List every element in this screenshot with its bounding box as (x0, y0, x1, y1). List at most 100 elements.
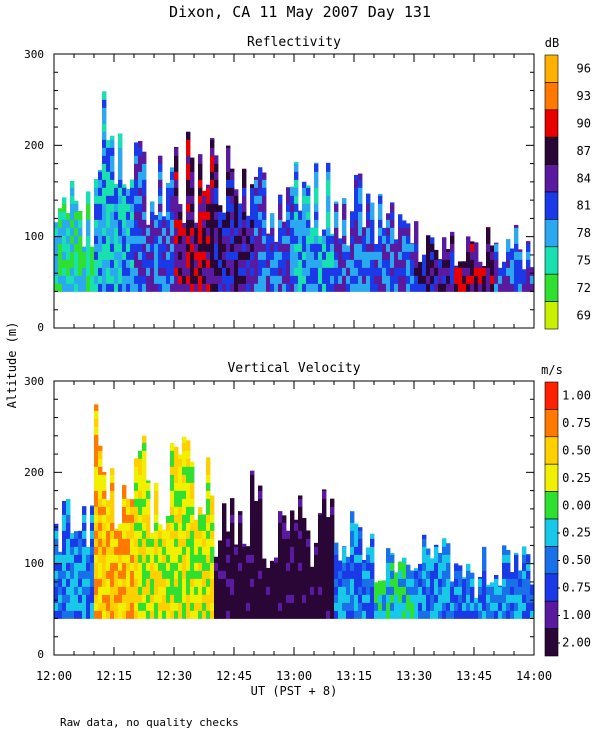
heatmap-cell (134, 235, 139, 244)
heatmap-cell (142, 267, 147, 276)
heatmap-cell (322, 489, 327, 491)
heatmap-cell (110, 187, 115, 196)
heatmap-cell (194, 283, 199, 292)
heatmap-cell (166, 522, 171, 531)
heatmap-cell (242, 243, 247, 252)
heatmap-cell (398, 586, 403, 595)
heatmap-cell (330, 506, 335, 515)
heatmap-cell (326, 546, 331, 555)
heatmap-cell (278, 219, 283, 228)
heatmap-cell (146, 259, 151, 268)
heatmap-cell (226, 235, 231, 244)
heatmap-cell (182, 506, 187, 515)
heatmap-cell (214, 610, 219, 619)
heatmap-cell (70, 562, 75, 571)
heatmap-cell (302, 251, 307, 260)
heatmap-cell (366, 251, 371, 260)
heatmap-cell (278, 522, 283, 531)
heatmap-cell (102, 514, 107, 523)
heatmap-cell (274, 578, 279, 587)
heatmap-cell (322, 578, 327, 587)
heatmap-cell (366, 259, 371, 268)
heatmap-cell (146, 554, 151, 563)
heatmap-cell (198, 259, 203, 268)
heatmap-cell (322, 586, 327, 595)
heatmap-cell (86, 594, 91, 603)
heatmap-cell (482, 610, 487, 619)
heatmap-cell (398, 578, 403, 587)
heatmap-cell (290, 562, 295, 571)
heatmap-cell (70, 211, 75, 220)
heatmap-cell (526, 610, 531, 619)
heatmap-cell (390, 219, 395, 228)
heatmap-cell (202, 594, 207, 603)
heatmap-cell (346, 602, 351, 611)
colorbar-label: 96 (577, 62, 591, 76)
heatmap-cell (158, 259, 163, 268)
heatmap-cell (386, 610, 391, 619)
heatmap-cell (62, 251, 67, 260)
heatmap-cell (142, 490, 147, 499)
heatmap-cell (234, 219, 239, 228)
heatmap-cell (294, 283, 299, 292)
heatmap-cell (110, 554, 115, 563)
heatmap-cell (466, 251, 471, 260)
heatmap-cell (398, 251, 403, 260)
heatmap-cell (218, 267, 223, 276)
heatmap-cell (358, 227, 363, 236)
heatmap-cell (378, 283, 383, 292)
heatmap-cell (178, 482, 183, 491)
heatmap-cell (354, 219, 359, 228)
heatmap-cell (142, 522, 147, 531)
heatmap-cell (362, 259, 367, 268)
heatmap-cell (386, 562, 391, 571)
heatmap-cell (130, 179, 135, 188)
heatmap-cell (266, 594, 271, 603)
heatmap-cell (214, 562, 219, 571)
heatmap-cell (230, 187, 235, 196)
heatmap-cell (174, 163, 179, 172)
heatmap-cell (250, 482, 255, 491)
heatmap-cell (90, 506, 95, 515)
heatmap-cell (390, 586, 395, 595)
heatmap-cell (342, 610, 347, 619)
heatmap-cell (106, 610, 111, 619)
heatmap-cell (294, 586, 299, 595)
heatmap-cell (242, 235, 247, 244)
heatmap-cell (398, 275, 403, 284)
heatmap-cell (430, 259, 435, 268)
xtick-1330: 13:30 (396, 669, 432, 683)
heatmap-cell (158, 562, 163, 571)
heatmap-cell (138, 546, 143, 555)
heatmap-cell (462, 283, 467, 292)
heatmap-cell (290, 602, 295, 611)
heatmap-cell (58, 602, 63, 611)
heatmap-cell (306, 586, 311, 595)
heatmap-cell (342, 546, 347, 555)
heatmap-cell (314, 275, 319, 284)
heatmap-cell (310, 243, 315, 252)
heatmap-cell (362, 602, 367, 611)
heatmap-cell (198, 219, 203, 228)
heatmap-cell (342, 198, 347, 204)
heatmap-cell (386, 554, 391, 563)
heatmap-cell (358, 570, 363, 579)
heatmap-cell (358, 562, 363, 571)
heatmap-cell (206, 251, 211, 260)
reflectivity-title: Reflectivity (247, 35, 341, 50)
heatmap-cell (138, 163, 143, 172)
heatmap-cell (90, 267, 95, 276)
heatmap-cell (306, 538, 311, 547)
heatmap-cell (246, 578, 251, 587)
heatmap-cell (262, 570, 267, 579)
heatmap-cell (234, 602, 239, 611)
heatmap-cell (302, 187, 307, 196)
heatmap-cell (234, 546, 239, 555)
heatmap-cell (62, 227, 67, 236)
heatmap-cell (214, 275, 219, 284)
heatmap-cell (174, 203, 179, 212)
heatmap-cell (162, 243, 167, 252)
heatmap-cell (298, 227, 303, 236)
heatmap-cell (350, 283, 355, 292)
heatmap-cell (190, 610, 195, 619)
